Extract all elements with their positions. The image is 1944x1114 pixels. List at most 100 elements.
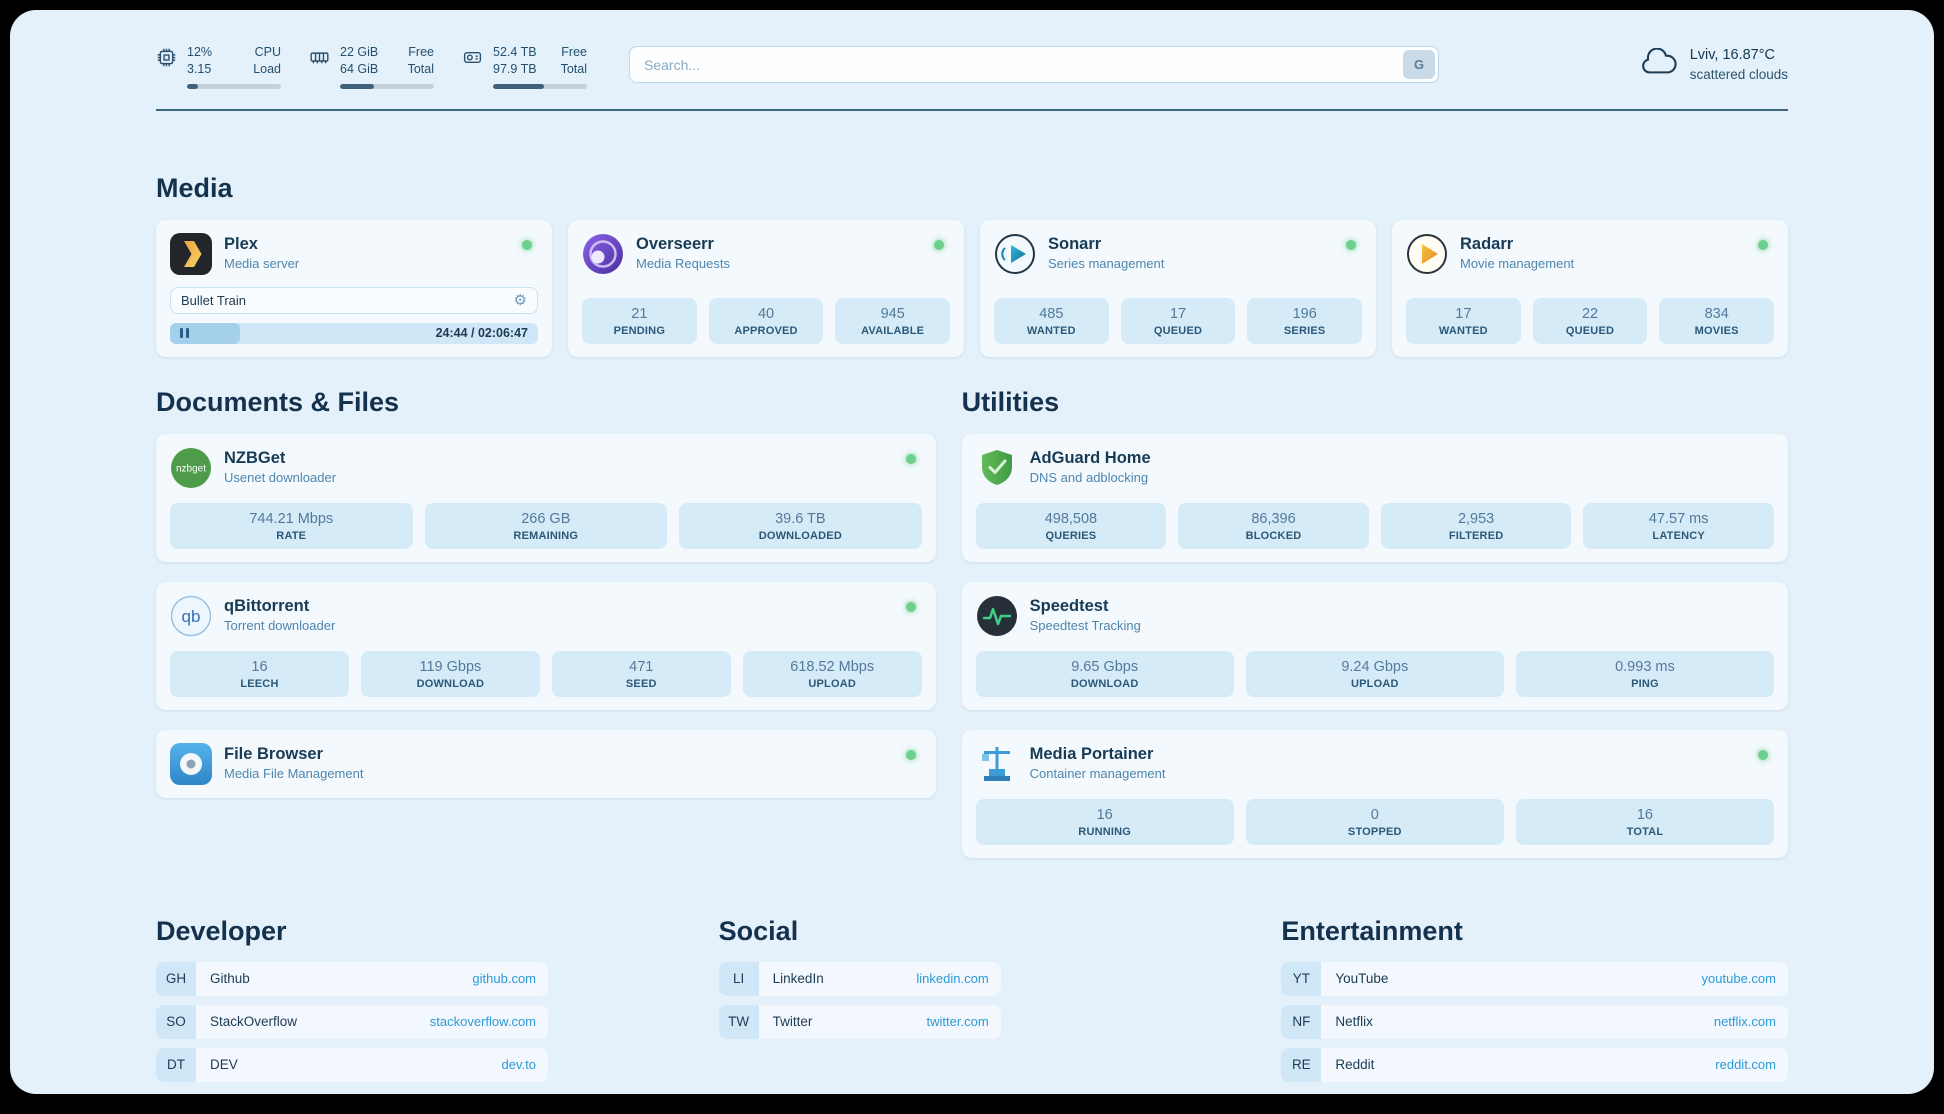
stat-value: 21 — [631, 305, 648, 322]
bookmark-dev[interactable]: DT DEV dev.to — [156, 1047, 548, 1082]
stat-tile: 266 GB REMAINING — [424, 502, 668, 549]
stat-label: SERIES — [1283, 324, 1326, 337]
service-card-adguard[interactable]: AdGuard Home DNS and adblocking 498,508 … — [961, 433, 1788, 562]
stat-label: TOTAL — [1626, 825, 1664, 838]
stat-label: WANTED — [1438, 324, 1488, 337]
stat-label: RATE — [276, 529, 307, 542]
adguard-shield-icon — [976, 447, 1018, 489]
disk-progress-bar — [493, 83, 587, 89]
section-documents: Documents & Files nzbget — [156, 387, 936, 858]
service-name: AdGuard Home — [1029, 449, 1151, 468]
bookmark-url[interactable]: reddit.com — [1715, 1057, 1776, 1073]
bookmark-url[interactable]: youtube.com — [1701, 971, 1776, 987]
stat-label: DOWNLOAD — [1070, 677, 1139, 690]
disk-free-value: 52.4 TB — [493, 45, 537, 59]
weather-location: Lviv, 16.87°C — [1689, 47, 1776, 63]
bookmark-name: Reddit — [1335, 1057, 1375, 1073]
radarr-icon — [1406, 233, 1448, 275]
service-card-qbittorrent[interactable]: qb qBittorrent Torrent downloader — [156, 581, 936, 710]
stat-label: PING — [1631, 677, 1659, 690]
stat-value: 618.52 Mbps — [790, 658, 875, 675]
stat-label: AVAILABLE — [861, 324, 925, 337]
service-card-sonarr[interactable]: Sonarr Series management 485 WANTED 17 Q… — [980, 219, 1376, 357]
ram-progress-fill — [340, 83, 374, 89]
service-subtitle: Media File Management — [224, 766, 364, 782]
bookmark-url[interactable]: github.com — [472, 971, 536, 987]
bookmark-twitter[interactable]: TW Twitter twitter.com — [718, 1004, 1001, 1039]
cpu-chip-icon — [156, 47, 177, 73]
bookmark-url[interactable]: netflix.com — [1713, 1014, 1776, 1030]
stat-value: 119 Gbps — [419, 658, 482, 675]
service-card-filebrowser[interactable]: File Browser Media File Management — [156, 729, 936, 798]
service-subtitle: Media server — [224, 256, 300, 272]
service-name: Plex — [224, 235, 258, 254]
service-card-radarr[interactable]: Radarr Movie management 17 WANTED 22 QUE… — [1392, 219, 1788, 357]
bookmark-abbr: SO — [156, 1004, 196, 1039]
weather-condition: scattered clouds — [1689, 66, 1788, 82]
bookmark-url[interactable]: dev.to — [501, 1057, 536, 1073]
section-title-entertainment: Entertainment — [1281, 915, 1463, 946]
portainer-crane-icon — [976, 743, 1018, 785]
service-card-speedtest[interactable]: Speedtest Speedtest Tracking 9.65 Gbps D… — [961, 581, 1788, 710]
bookmark-url[interactable]: twitter.com — [926, 1014, 989, 1030]
section-title-developer: Developer — [156, 915, 287, 946]
bookmark-youtube[interactable]: YT YouTube youtube.com — [1281, 961, 1788, 996]
stat-value: 196 — [1292, 305, 1317, 322]
stat-tile: 17 WANTED — [1406, 297, 1521, 344]
playback-progress-bar[interactable]: 24:44 / 02:06:47 — [170, 322, 538, 344]
disk-free-label: Free — [561, 45, 587, 59]
bookmark-reddit[interactable]: RE Reddit reddit.com — [1281, 1047, 1788, 1082]
stat-label: FILTERED — [1448, 529, 1504, 542]
bookmark-github[interactable]: GH Github github.com — [156, 961, 548, 996]
topbar: 12% CPU 3.15 Load 22 GiB — [156, 44, 1788, 89]
stat-value: 17 — [1169, 305, 1187, 322]
cpu-progress-fill — [187, 83, 199, 89]
service-name: Speedtest — [1029, 597, 1109, 616]
stat-tile: 471 SEED — [551, 650, 731, 697]
bookmark-stackoverflow[interactable]: SO StackOverflow stackoverflow.com — [156, 1004, 548, 1039]
service-card-portainer[interactable]: Media Portainer Container management 16 … — [961, 729, 1788, 858]
bookmark-name: Netflix — [1335, 1014, 1373, 1030]
stat-label: WANTED — [1026, 324, 1076, 337]
stat-label: UPLOAD — [1350, 677, 1399, 690]
stat-label: DOWNLOAD — [416, 677, 485, 690]
stat-tile: 0 STOPPED — [1245, 798, 1504, 845]
search-input[interactable] — [629, 46, 1439, 83]
stat-tile: 16 TOTAL — [1515, 798, 1774, 845]
stat-label: PENDING — [613, 324, 666, 337]
stat-tile: 618.52 Mbps UPLOAD — [742, 650, 922, 697]
nzbget-icon: nzbget — [170, 447, 212, 489]
ram-progress-bar — [340, 83, 434, 89]
status-online-dot — [1758, 239, 1768, 250]
stat-tile: 16 LEECH — [170, 650, 349, 697]
stat-value: 16 — [1636, 806, 1653, 823]
section-title-media: Media — [156, 172, 233, 203]
service-card-nzbget[interactable]: nzbget NZBGet Usenet downloader 74 — [156, 433, 936, 562]
bookmark-url[interactable]: stackoverflow.com — [429, 1014, 536, 1030]
topbar-divider — [156, 108, 1788, 111]
disk-total-label: Total — [560, 61, 587, 76]
bookmark-linkedin[interactable]: LI LinkedIn linkedin.com — [718, 961, 1001, 996]
section-media: Media Plex Medi — [156, 173, 1788, 357]
search-bar: G — [629, 46, 1439, 83]
stat-value: 0.993 ms — [1615, 658, 1675, 675]
status-online-dot — [934, 239, 944, 250]
ram-free-value: 22 GiB — [340, 45, 379, 59]
stat-tile: 834 MOVIES — [1659, 297, 1775, 344]
bookmark-abbr: YT — [1281, 961, 1322, 996]
bookmark-netflix[interactable]: NF Netflix netflix.com — [1281, 1004, 1788, 1039]
stat-value: 485 — [1039, 305, 1064, 322]
pause-icon — [180, 328, 183, 339]
stat-label: STOPPED — [1347, 825, 1402, 838]
bookmark-url[interactable]: linkedin.com — [916, 971, 989, 987]
plex-icon — [170, 232, 212, 275]
stat-tile: 21 PENDING — [582, 297, 697, 344]
section-social: Social LI LinkedIn linkedin.com TW Twitt… — [718, 916, 1226, 1082]
stat-tile: 47.57 ms LATENCY — [1583, 502, 1774, 549]
stat-tile: 485 WANTED — [994, 297, 1109, 344]
service-card-plex[interactable]: Plex Media server Bullet Train ⚙ — [156, 219, 552, 357]
search-provider-button[interactable]: G — [1403, 50, 1435, 79]
service-card-overseerr[interactable]: Overseerr Media Requests 21 PENDING 40 A… — [568, 219, 964, 357]
bookmark-name: DEV — [210, 1057, 238, 1073]
gear-icon[interactable]: ⚙ — [513, 291, 527, 309]
